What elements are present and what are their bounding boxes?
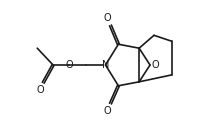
Text: O: O — [151, 60, 159, 70]
Text: O: O — [36, 85, 44, 95]
Text: O: O — [104, 13, 111, 23]
Text: O: O — [65, 60, 73, 70]
Text: O: O — [104, 106, 111, 116]
Text: N: N — [102, 60, 109, 70]
